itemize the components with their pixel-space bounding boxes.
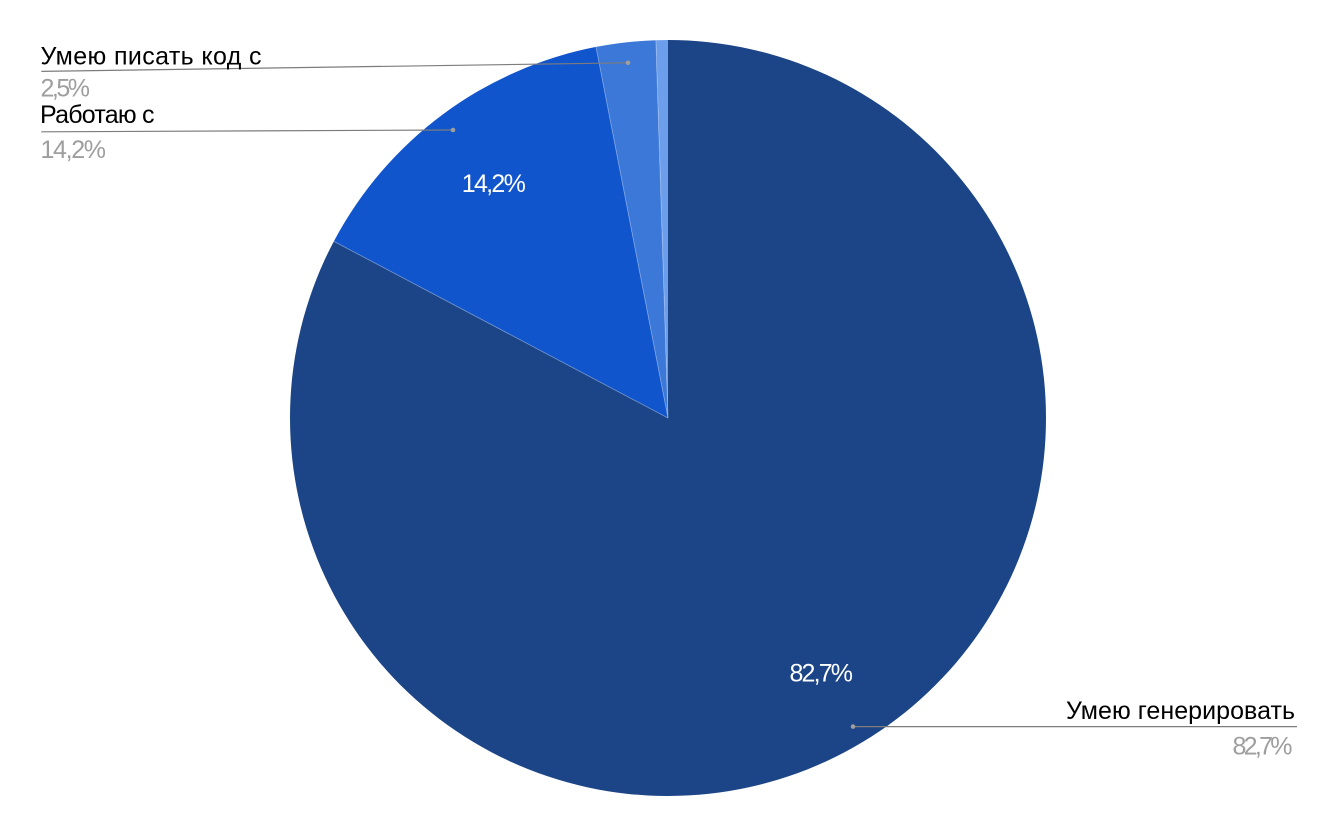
svg-text:82,7%: 82,7% xyxy=(790,659,854,687)
svg-text:Работаю с: Работаю с xyxy=(40,101,155,129)
svg-text:14,2%: 14,2% xyxy=(462,170,526,198)
svg-text:Умею писать код с: Умею писать код с xyxy=(41,43,262,71)
svg-text:2,5%: 2,5% xyxy=(41,75,91,103)
svg-text:82,7%: 82,7% xyxy=(1233,732,1293,760)
svg-text:14,2%: 14,2% xyxy=(41,136,107,164)
svg-text:Умею генерировать: Умею генерировать xyxy=(1066,697,1295,725)
